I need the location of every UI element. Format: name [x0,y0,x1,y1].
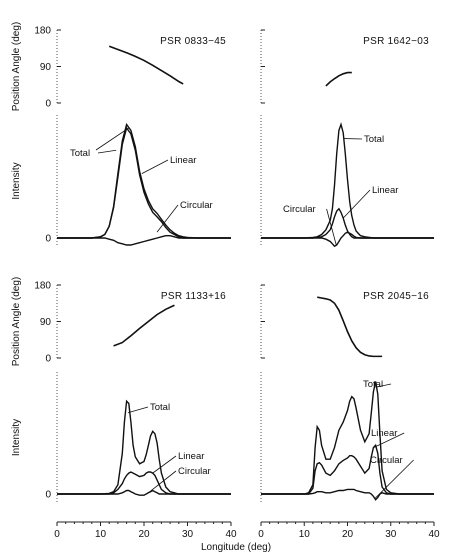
position-angle-curve [317,296,383,358]
x-tick-label: 30 [385,529,397,540]
x-tick-label: 20 [138,529,150,540]
series-linear-line [57,126,231,239]
series-circular-line [261,488,434,501]
x-tick-label: 30 [182,529,194,540]
series-label-circular: Circular [180,200,213,211]
series-total-line [261,381,434,495]
series-label-linear: Linear [372,185,398,196]
x-tick-label: 10 [299,529,311,540]
label-leader-line [152,455,177,474]
intensity-axis-title: Intensity [11,419,22,456]
label-leader-line [148,470,177,494]
panel-title: PSR 2045−16 [363,291,429,302]
label-leader-line [375,383,392,388]
x-tick-label: 20 [342,529,354,540]
intensity-tick-label: 0 [45,490,51,501]
panel-title: PSR 0833−45 [160,36,226,47]
intensity-tick-label: 0 [45,234,51,245]
label-leader-line [141,159,169,175]
series-label-linear: Linear [170,155,196,166]
pa-tick-label: 0 [45,354,51,365]
label-leader-line [373,432,405,448]
label-leader-line [95,127,129,151]
series-label-total: Total [364,134,384,145]
series-total-line [261,122,434,239]
pa-tick-label: 180 [34,281,51,292]
label-leader-line [156,204,179,233]
panel-title: PSR 1642−03 [363,36,429,47]
series-label-total: Total [363,379,383,390]
x-tick-label: 40 [225,529,237,540]
series-circular-line [261,231,434,248]
x-tick-label: 0 [54,529,60,540]
series-label-circular: Circular [283,204,316,215]
pa-tick-label: 90 [40,317,52,328]
series-label-total: Total [150,402,170,413]
series-label-circular: Circular [370,455,403,466]
x-tick-label: 10 [95,529,107,540]
label-leader-line [97,149,117,154]
series-circular-line [57,235,231,246]
position-angle-curve [108,45,184,85]
intensity-axis-title: Intensity [11,162,22,199]
panel-title: PSR 1133+16 [161,291,226,302]
series-label-circular: Circular [178,466,211,477]
label-leader-line [326,208,337,246]
pa-axis-title: Position Angle (deg) [11,22,22,112]
pa-tick-label: 180 [34,26,51,37]
label-leader-line [127,406,149,414]
pa-axis-title: Position Angle (deg) [11,277,22,367]
label-leader-line [342,189,371,219]
pa-tick-label: 90 [40,62,52,73]
pa-tick-label: 0 [45,99,51,110]
series-total-line [57,122,231,239]
x-axis-title: Longitude (deg) [201,542,271,553]
series-label-total: Total [70,148,90,159]
series-label-linear: Linear [371,428,397,439]
series-total-line [57,399,231,495]
label-leader-line [374,459,414,499]
series-linear-line [57,471,231,495]
x-tick-label: 40 [428,529,440,540]
series-label-linear: Linear [178,451,204,462]
position-angle-curve [113,304,175,347]
x-tick-label: 0 [258,529,264,540]
position-angle-curve [325,71,352,87]
series-linear-line [261,443,434,495]
series-circular-line [57,489,231,496]
